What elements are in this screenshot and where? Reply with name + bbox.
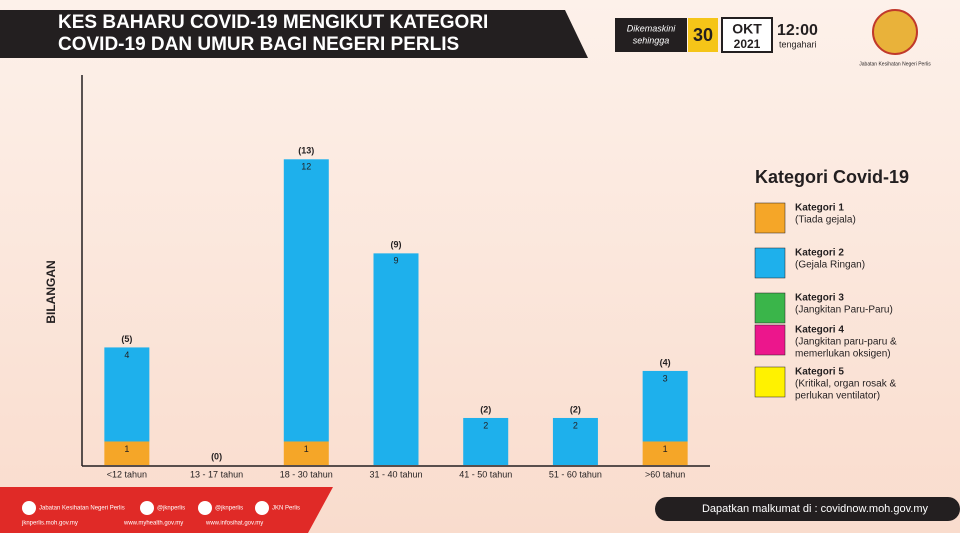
bar-segment bbox=[104, 441, 150, 465]
legend: Kategori 1(Tiada gejala) Kategori 2(Gejal… bbox=[754, 202, 897, 402]
bar-segment bbox=[463, 417, 509, 465]
x-tick-label: >60 tahun bbox=[645, 469, 685, 479]
legend-swatch bbox=[754, 202, 786, 234]
year: 2021 bbox=[734, 37, 761, 51]
footer-banner bbox=[0, 487, 333, 533]
legend-name: Kategori 3 bbox=[795, 293, 844, 304]
legend-swatch bbox=[754, 324, 786, 356]
bar-segment bbox=[373, 253, 419, 465]
bar-segment bbox=[283, 441, 329, 465]
x-tick-label: 51 - 60 tahun bbox=[549, 469, 602, 479]
total-label: (2) bbox=[480, 404, 491, 414]
segment-label: 1 bbox=[124, 444, 129, 454]
y-axis-label: BILANGAN bbox=[44, 260, 58, 323]
time: 12:00 bbox=[777, 22, 818, 39]
info: Dapatkan malkumat di : covidnow.moh.gov.… bbox=[702, 503, 929, 515]
bar-segment bbox=[642, 441, 688, 465]
bar-segment bbox=[552, 417, 598, 465]
segment-label: 3 bbox=[663, 373, 668, 383]
site: www.infosihat.gov.my bbox=[205, 521, 263, 527]
info-pill bbox=[655, 497, 960, 521]
date-box bbox=[615, 18, 687, 52]
social-handle: JKN Perlis bbox=[272, 506, 300, 512]
x-tick-label: 41 - 50 tahun bbox=[459, 469, 512, 479]
total-label: (0) bbox=[211, 451, 222, 461]
x-tick-label: <12 tahun bbox=[107, 469, 147, 479]
title-banner bbox=[0, 10, 588, 58]
day: 30 bbox=[693, 25, 713, 45]
social-icon bbox=[140, 501, 154, 515]
legend-description: perlukan ventilator) bbox=[795, 391, 880, 402]
legend-description: (Tiada gejala) bbox=[795, 215, 856, 226]
footer: Jabatan Kesihatan Negeri Perlis @jknperli… bbox=[21, 501, 300, 527]
social-handle: @jknperlis bbox=[215, 506, 243, 512]
logo bbox=[872, 9, 918, 55]
segment-label: 2 bbox=[483, 420, 488, 430]
segment-label: 2 bbox=[573, 420, 578, 430]
legend-description: (Kritikal, organ rosak & bbox=[795, 379, 896, 390]
title: KES BAHARU COVID-19 MENGIKUT KATEGORI bbox=[58, 12, 488, 33]
legend-title: Kategori Covid-19 bbox=[755, 167, 909, 187]
social-handle: Jabatan Kesihatan Negeri Perlis bbox=[39, 506, 125, 512]
legend-description: (Jangkitan Paru-Paru) bbox=[795, 305, 893, 316]
legend-swatch bbox=[754, 292, 786, 324]
bar-segment bbox=[283, 159, 329, 442]
updated: sehingga bbox=[633, 35, 670, 45]
social-handle: @jknperlis bbox=[157, 506, 185, 512]
social-icon bbox=[198, 501, 212, 515]
segment-label: 12 bbox=[301, 162, 311, 172]
logo-text: Jabatan Kesihatan Negeri Perlis bbox=[859, 61, 931, 67]
total-label: (2) bbox=[570, 404, 581, 414]
legend-name: Kategori 1 bbox=[795, 203, 844, 214]
legend-description: memerlukan oksigen) bbox=[795, 349, 891, 360]
x-tick-label: 18 - 30 tahun bbox=[280, 469, 333, 479]
legend-description: (Jangkitan paru-paru & bbox=[795, 337, 897, 348]
site: www.myhealth.gov.my bbox=[123, 521, 183, 527]
total-label: (13) bbox=[298, 146, 314, 156]
bar-segment bbox=[642, 370, 688, 442]
updated: Dikemaskini bbox=[627, 23, 677, 33]
segment-label: 4 bbox=[124, 350, 129, 360]
legend-swatch bbox=[754, 247, 786, 279]
bar-segment bbox=[104, 347, 150, 442]
segment-label: 1 bbox=[304, 444, 309, 454]
x-tick-label: 31 - 40 tahun bbox=[369, 469, 422, 479]
legend-name: Kategori 4 bbox=[795, 325, 844, 336]
day-box bbox=[688, 18, 718, 52]
social-icon bbox=[255, 501, 269, 515]
legend-description: (Gejala Ringan) bbox=[795, 260, 865, 271]
legend-name: Kategori 5 bbox=[795, 367, 844, 378]
month-box bbox=[721, 17, 773, 53]
time-note: tengahari bbox=[779, 39, 817, 49]
title: COVID-19 DAN UMUR BAGI NEGERI PERLIS bbox=[58, 34, 459, 55]
x-tick-label: 13 - 17 tahun bbox=[190, 469, 243, 479]
site: jknperlis.moh.gov.my bbox=[21, 521, 78, 527]
segment-label: 9 bbox=[393, 256, 398, 266]
total-label: (5) bbox=[121, 334, 132, 344]
legend-name: Kategori 2 bbox=[795, 248, 844, 259]
total-label: (9) bbox=[391, 240, 402, 250]
legend-swatch bbox=[754, 366, 786, 398]
month: OKT bbox=[732, 21, 762, 37]
total-label: (4) bbox=[660, 357, 671, 367]
segment-label: 1 bbox=[663, 444, 668, 454]
social-icon bbox=[22, 501, 36, 515]
